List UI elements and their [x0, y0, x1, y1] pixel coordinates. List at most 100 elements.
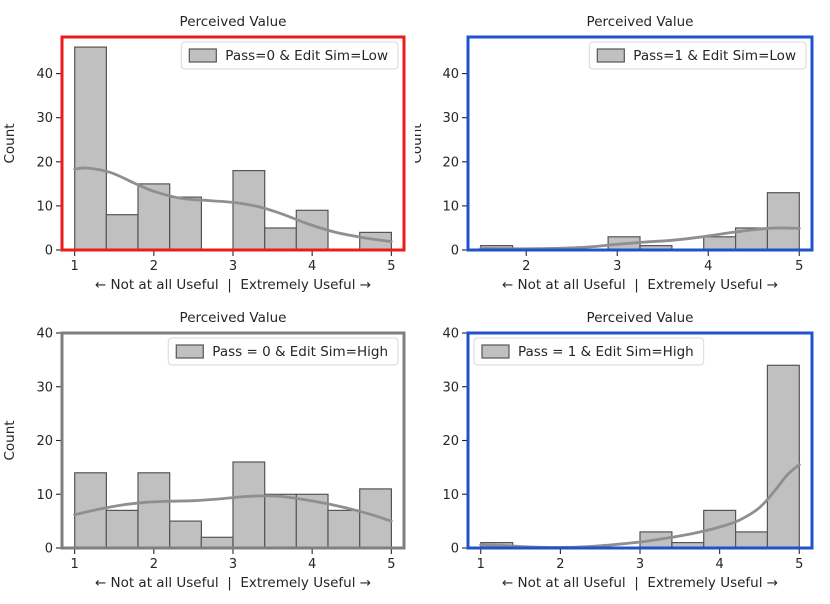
y-axis-label: Count: [2, 420, 18, 460]
subplot-cell-bottom-right: Perceived Value 1 2 3 4 5 0 10 20 30 40 ← Not at al…: [415, 302, 830, 604]
y-tick-label: 10: [36, 199, 53, 214]
legend-box: [180, 41, 399, 70]
y-tick-label: 0: [45, 244, 53, 259]
y-tick-label: 40: [36, 327, 53, 342]
y-tick-label: 0: [451, 244, 459, 259]
x-tick-label: 5: [387, 557, 395, 572]
histogram-bar: [105, 509, 139, 549]
kde-curve: [73, 166, 393, 243]
y-tick-label: 10: [442, 199, 459, 214]
legend-label: Pass=0 & Edit Sim=Low: [225, 48, 388, 64]
x-tick-label: 3: [229, 557, 237, 572]
plot-title: Perceived Value: [180, 14, 287, 30]
histogram-bar: [766, 364, 800, 549]
x-tick-label: 2: [150, 557, 158, 572]
histogram-bar: [232, 461, 266, 549]
x-tick-label: 4: [308, 259, 316, 274]
y-tick-label: 20: [442, 434, 459, 449]
y-tick-label: 30: [442, 111, 459, 126]
x-tick-label: 5: [795, 259, 803, 274]
plot-border: [466, 35, 814, 252]
legend-swatch: [596, 48, 625, 63]
y-tick-label: 20: [36, 434, 53, 449]
x-tick-label: 1: [477, 557, 485, 572]
legend: Pass=1 & Edit Sim=Low: [588, 41, 807, 70]
y-axis-label: Count: [415, 123, 425, 163]
legend-box: [588, 41, 807, 70]
x-axis-label: ← Not at all Useful | Extremely Useful →: [502, 277, 778, 293]
plot-border: [466, 331, 814, 550]
plot-title: Perceived Value: [587, 310, 694, 326]
x-tick-label: 2: [556, 557, 564, 572]
x-tick-label: 1: [71, 557, 79, 572]
x-tick-label: 4: [308, 557, 316, 572]
histogram-bar: [200, 536, 234, 549]
subplot-pass0-editsim-high: Perceived Value 1 2 3 4 5 0 10 20 30 40 ← Not at al…: [2, 310, 406, 591]
histogram-bar: [105, 214, 139, 251]
axis-ticks: [462, 73, 800, 256]
histogram-bar: [264, 493, 298, 549]
x-axis-label: ← Not at all Useful | Extremely Useful →: [95, 575, 371, 591]
kde-curve: [73, 494, 393, 523]
x-axis-label: ← Not at all Useful | Extremely Useful →: [502, 575, 778, 591]
y-tick-label: 20: [442, 155, 459, 170]
histogram-bars: [480, 364, 800, 549]
plot-title: Perceived Value: [587, 14, 694, 30]
x-tick-label: 1: [71, 259, 79, 274]
histogram-bar: [766, 192, 800, 251]
y-tick-label: 20: [36, 155, 53, 170]
x-tick-label: 5: [387, 259, 395, 274]
x-tick-label: 2: [150, 259, 158, 274]
legend-label: Pass = 0 & Edit Sim=High: [212, 344, 388, 360]
histogram-bar: [264, 227, 298, 251]
y-tick-label: 40: [442, 327, 459, 342]
histogram-bar: [74, 46, 107, 251]
plot-border: [60, 331, 406, 550]
legend-box: [167, 337, 399, 366]
subplot-pass1-editsim-low: Perceived Value 2 3 4 5 0 10 20 30 40 ← Not at all…: [415, 14, 814, 293]
x-tick-label: 2: [522, 259, 530, 274]
y-tick-label: 10: [442, 488, 459, 503]
axis-ticks: [56, 332, 392, 554]
x-axis-label: ← Not at all Useful | Extremely Useful →: [95, 277, 371, 293]
histogram-bars: [74, 46, 393, 251]
y-tick-label: 40: [36, 67, 53, 82]
legend-label: Pass = 1 & Edit Sim=High: [518, 344, 694, 360]
y-tick-label: 30: [36, 380, 53, 395]
histogram-bar: [735, 531, 769, 549]
subplot-pass0-editsim-low: Perceived Value 1 2 3 4 5 0 10 20 30 40 ← Not at al…: [2, 14, 406, 293]
histogram-bar: [327, 509, 361, 549]
legend-swatch: [175, 344, 204, 359]
x-tick-label: 3: [636, 557, 644, 572]
histogram-bar: [703, 236, 737, 251]
x-tick-label: 3: [613, 259, 621, 274]
y-axis-label: Count: [2, 123, 18, 163]
legend: Pass = 0 & Edit Sim=High: [167, 337, 399, 366]
histogram-bar: [169, 520, 202, 549]
plot-border: [60, 35, 406, 252]
x-tick-label: 4: [704, 259, 712, 274]
y-tick-label: 30: [442, 380, 459, 395]
histogram-bar: [169, 196, 202, 251]
legend: Pass=0 & Edit Sim=Low: [180, 41, 399, 70]
subplot-pass1-editsim-high: Perceived Value 1 2 3 4 5 0 10 20 30 40 ← Not at al…: [442, 310, 814, 591]
axis-ticks: [56, 73, 392, 256]
histogram-bar: [137, 472, 171, 549]
legend: Pass = 1 & Edit Sim=High: [473, 337, 705, 366]
axis-ticks: [462, 332, 800, 554]
y-tick-label: 40: [442, 67, 459, 82]
legend-swatch: [188, 48, 217, 63]
subplot-cell-top-left: Perceived Value 1 2 3 4 5 0 10 20 30 40 ← Not at al…: [0, 0, 415, 302]
y-tick-label: 0: [451, 542, 459, 557]
legend-swatch: [481, 344, 510, 359]
x-tick-label: 5: [795, 557, 803, 572]
plot-title: Perceived Value: [180, 310, 287, 326]
legend-box: [473, 337, 705, 366]
histogram-bar: [232, 170, 266, 251]
histogram-bars: [74, 461, 393, 549]
subplot-cell-bottom-left: Perceived Value 1 2 3 4 5 0 10 20 30 40 ← Not at al…: [0, 302, 415, 604]
x-tick-label: 3: [229, 259, 237, 274]
y-tick-label: 10: [36, 488, 53, 503]
legend-label: Pass=1 & Edit Sim=Low: [633, 48, 796, 64]
